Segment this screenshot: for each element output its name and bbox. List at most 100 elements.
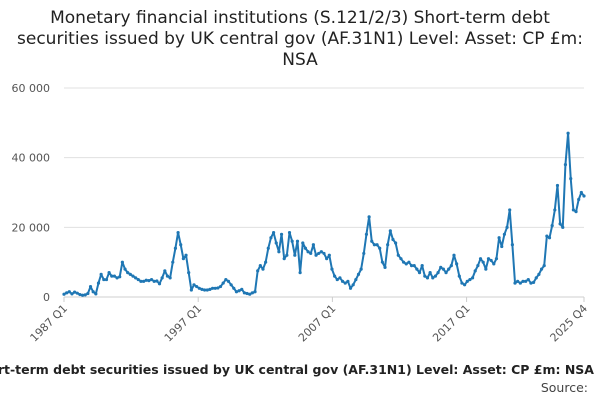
data-point xyxy=(88,284,93,289)
data-point xyxy=(391,237,395,242)
data-point xyxy=(518,281,522,285)
data-point xyxy=(147,279,151,283)
data-point xyxy=(372,243,377,247)
y-tick-label: 0 xyxy=(43,291,50,304)
data-point xyxy=(481,260,485,264)
data-point xyxy=(449,264,453,268)
data-point xyxy=(181,257,185,261)
data-point xyxy=(309,251,313,256)
data-point xyxy=(460,281,464,285)
data-point xyxy=(311,243,315,247)
data-point xyxy=(338,276,342,280)
data-point xyxy=(351,283,355,287)
data-point xyxy=(502,232,507,236)
data-point xyxy=(484,267,488,271)
data-point xyxy=(356,272,361,276)
x-axis-tick-labels: 1987 Q1 1997 Q1 2007 Q1 2017 Q1 2025 Q4 xyxy=(28,297,590,345)
data-point xyxy=(279,232,284,236)
data-point xyxy=(277,250,281,254)
data-point xyxy=(396,253,400,257)
data-point xyxy=(531,280,536,284)
data-point xyxy=(155,279,159,283)
data-point xyxy=(571,208,575,212)
data-point xyxy=(510,243,514,247)
data-point xyxy=(327,253,331,257)
data-point xyxy=(566,131,570,135)
data-point xyxy=(179,243,183,247)
data-point xyxy=(67,290,71,294)
data-point xyxy=(473,269,477,273)
data-point xyxy=(330,267,334,271)
data-point xyxy=(266,246,270,250)
data-point xyxy=(423,274,427,278)
data-point xyxy=(123,267,127,271)
data-point xyxy=(314,253,318,257)
data-point xyxy=(492,262,496,266)
data-point xyxy=(521,279,525,283)
y-tick-label: 40 000 xyxy=(12,152,51,165)
data-point xyxy=(242,291,247,295)
data-point xyxy=(295,239,300,243)
data-point xyxy=(436,271,440,275)
data-point xyxy=(163,269,167,273)
data-point xyxy=(99,272,103,276)
data-point xyxy=(107,271,111,275)
data-point xyxy=(110,274,114,278)
data-point xyxy=(465,279,469,283)
data-point xyxy=(200,287,204,291)
data-point xyxy=(224,277,228,282)
data-point xyxy=(325,257,329,261)
data-point xyxy=(221,281,225,285)
data-point xyxy=(75,291,79,295)
data-point xyxy=(343,281,347,285)
data-point xyxy=(65,291,69,295)
data-point xyxy=(558,222,562,226)
data-point xyxy=(285,253,289,257)
data-point xyxy=(545,234,549,238)
data-point xyxy=(195,284,199,289)
data-point xyxy=(378,246,382,250)
data-point xyxy=(579,190,583,195)
data-point xyxy=(452,253,456,257)
data-point xyxy=(468,277,472,282)
data-point xyxy=(237,289,241,293)
data-point xyxy=(415,267,419,271)
data-point xyxy=(500,244,504,249)
data-point xyxy=(120,260,124,264)
data-point xyxy=(553,208,557,212)
data-point xyxy=(508,208,512,212)
data-point xyxy=(136,277,140,282)
data-point xyxy=(447,267,451,271)
data-point xyxy=(197,286,201,290)
data-point xyxy=(160,276,164,280)
data-point xyxy=(394,241,398,245)
data-point xyxy=(407,260,411,264)
data-point xyxy=(234,290,239,294)
data-point xyxy=(577,197,581,202)
data-point xyxy=(486,257,491,261)
data-point xyxy=(433,274,438,278)
data-point xyxy=(505,225,509,229)
data-point xyxy=(261,267,265,271)
data-point xyxy=(128,272,132,276)
data-point xyxy=(131,274,135,278)
data-point xyxy=(569,176,573,181)
data-point xyxy=(271,230,276,235)
data-point xyxy=(274,241,278,245)
data-point xyxy=(290,239,294,243)
data-point xyxy=(383,265,387,269)
chart-title: Monetary financial institutions (S.121/2… xyxy=(17,8,583,70)
x-tick-label: 2017 Q1 xyxy=(430,302,473,345)
data-point xyxy=(425,276,430,280)
data-point xyxy=(253,290,257,294)
data-point xyxy=(563,163,568,167)
data-point xyxy=(370,239,374,243)
data-point xyxy=(264,260,268,264)
x-tick-label: 2007 Q1 xyxy=(296,302,339,345)
data-point xyxy=(176,230,180,235)
data-point xyxy=(367,215,371,219)
data-point xyxy=(444,271,448,275)
data-point xyxy=(354,277,358,282)
y-tick-label: 20 000 xyxy=(12,221,51,234)
